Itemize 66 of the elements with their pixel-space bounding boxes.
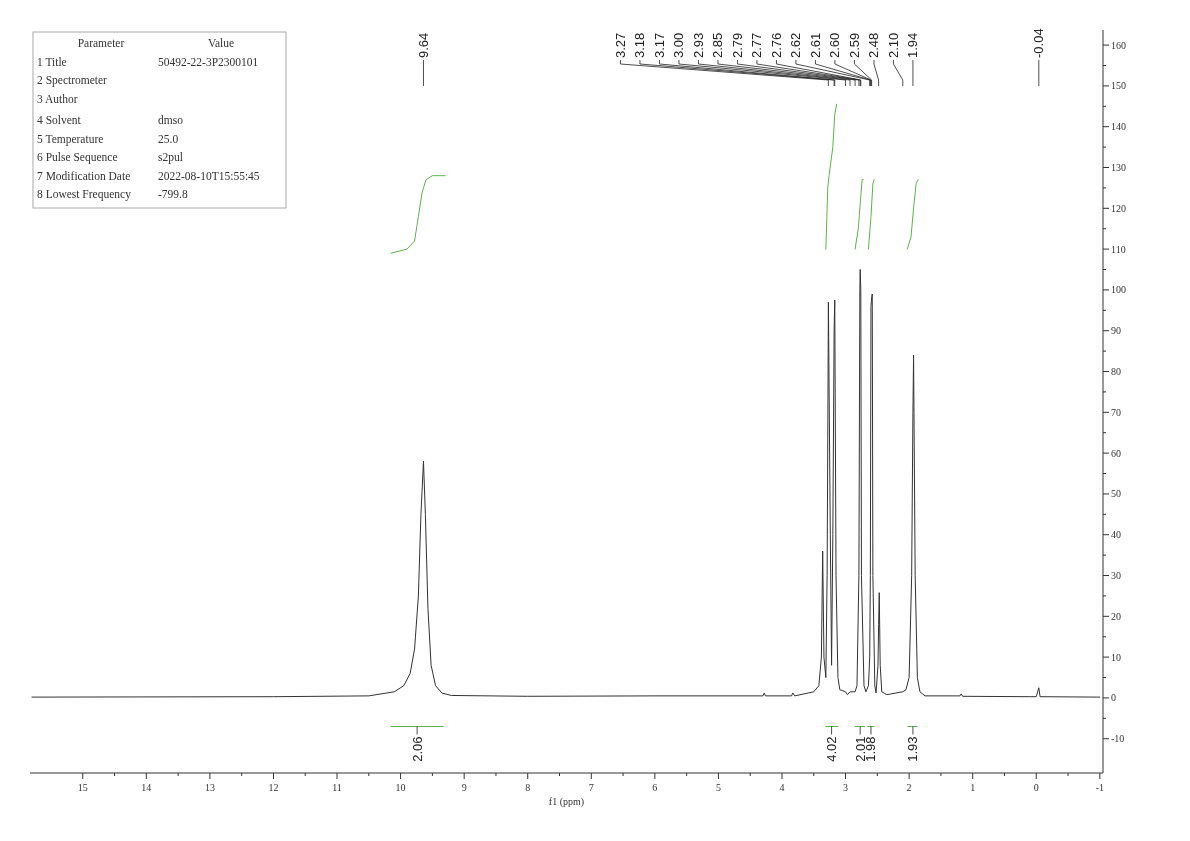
x-tick-label: 1 bbox=[970, 782, 976, 793]
annotation: 3 Author bbox=[37, 92, 78, 105]
y-tick-label: 120 bbox=[1111, 202, 1126, 214]
y-tick-label: 150 bbox=[1111, 80, 1126, 92]
line-series bbox=[31, 269, 1101, 698]
x-tick-label: 7 bbox=[588, 782, 594, 793]
annotation: 2.93 bbox=[690, 32, 706, 58]
y-tick-label: 140 bbox=[1111, 121, 1126, 133]
x-tick-label: 11 bbox=[332, 782, 342, 793]
x-tick-label: 10 bbox=[395, 782, 406, 793]
annotation: 2.62 bbox=[788, 32, 804, 58]
annotation: 2.10 bbox=[885, 32, 901, 58]
x-tick-label: 5 bbox=[715, 782, 721, 793]
y-tick-label: 10 bbox=[1111, 651, 1121, 663]
y-tick-label: 40 bbox=[1111, 529, 1121, 541]
y-tick-label: 110 bbox=[1111, 243, 1126, 255]
y-tick-label: 0 bbox=[1111, 692, 1116, 704]
y-tick-label: 50 bbox=[1111, 488, 1121, 500]
y-tick-label: -10 bbox=[1111, 733, 1125, 745]
x-tick-label: 0 bbox=[1033, 782, 1039, 793]
y-tick-label: 60 bbox=[1111, 447, 1121, 459]
annotation: 1.94 bbox=[905, 32, 921, 58]
annotation: 2.06 bbox=[409, 736, 425, 762]
annotation: 1.93 bbox=[905, 736, 921, 762]
annotation: 2.85 bbox=[710, 32, 726, 58]
x-tick-label: 9 bbox=[461, 782, 467, 793]
annotation: 3.00 bbox=[671, 32, 687, 58]
x-tick-label: 6 bbox=[652, 782, 658, 793]
annotation: 2 Spectrometer bbox=[37, 74, 108, 87]
parameter-table: Parameter Value 1 Title 50492-22-3P2300101 2 Spectrometer 3 Author 4 Solvent dmso 5 Temperature 25.0 6 Pulse Sequence s2pul 7 Modification Date 2022-08-10T15:55:45 8 Lowest Frequency -799.8 bbox=[32, 31, 287, 209]
annotation: 4.02 bbox=[824, 736, 840, 762]
annotation: 3.17 bbox=[651, 32, 667, 58]
y-tick-label: 130 bbox=[1111, 162, 1126, 173]
x-tick-label: 15 bbox=[77, 782, 88, 793]
annotation: 3.27 bbox=[612, 32, 628, 58]
line-series bbox=[825, 103, 838, 250]
x-axis-title: f1 (ppm) bbox=[548, 796, 585, 808]
x-tick-label: 3 bbox=[843, 782, 849, 793]
x-tick-label: 2 bbox=[906, 782, 912, 793]
annotation: 2.48 bbox=[866, 32, 882, 58]
line-series bbox=[906, 179, 919, 250]
x-tick-label: 12 bbox=[268, 782, 279, 793]
x-tick-label: 13 bbox=[204, 782, 215, 793]
line-series bbox=[867, 179, 875, 250]
x-tick-label: -1 bbox=[1095, 782, 1104, 793]
annotation: 2.61 bbox=[807, 32, 823, 58]
x-tick-label: 14 bbox=[141, 782, 152, 793]
line-series bbox=[854, 179, 864, 250]
y-tick-label: 30 bbox=[1111, 570, 1121, 582]
annotation: 3.18 bbox=[632, 32, 648, 58]
annotation: 2.77 bbox=[749, 32, 765, 58]
annotation: 2.79 bbox=[729, 32, 745, 58]
annotation: 2.60 bbox=[827, 32, 843, 58]
y-tick-label: 100 bbox=[1111, 284, 1126, 296]
annotation: 9.64 bbox=[415, 32, 431, 58]
y-tick-label: 90 bbox=[1111, 325, 1121, 337]
y-tick-label: 80 bbox=[1111, 366, 1121, 378]
x-tick-label: 8 bbox=[525, 782, 531, 793]
y-tick-label: 70 bbox=[1111, 406, 1121, 418]
line-series bbox=[390, 175, 446, 254]
y-tick-label: 20 bbox=[1111, 610, 1121, 622]
y-tick-label: 160 bbox=[1111, 39, 1126, 51]
x-tick-label: 4 bbox=[779, 782, 785, 793]
annotation: -0.04 bbox=[1031, 28, 1047, 58]
annotation: 2.76 bbox=[768, 32, 784, 58]
annotation: 2.59 bbox=[846, 32, 862, 58]
